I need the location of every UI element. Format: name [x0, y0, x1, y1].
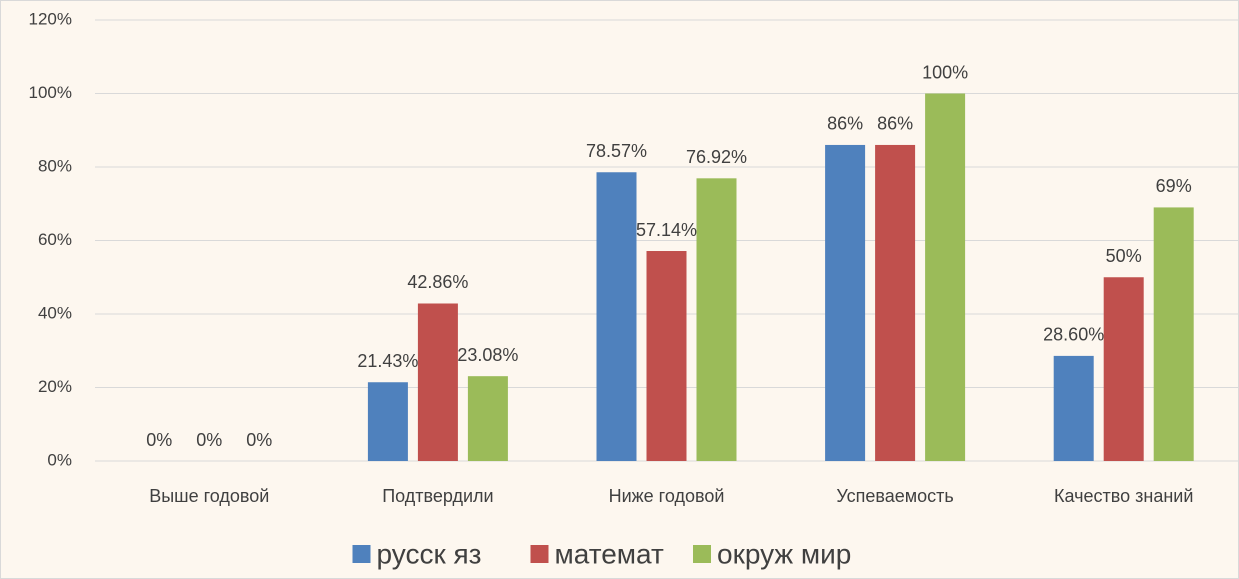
- x-tick-label: Выше годовой: [149, 486, 269, 506]
- data-label: 28.60%: [1043, 325, 1104, 345]
- data-label: 69%: [1156, 176, 1192, 196]
- legend-swatch: [693, 545, 711, 563]
- data-label: 42.86%: [407, 272, 468, 292]
- bar: [1103, 277, 1144, 461]
- data-label: 21.43%: [357, 351, 418, 371]
- y-tick-label: 0%: [47, 450, 72, 469]
- bar: [1053, 355, 1094, 461]
- data-label: 0%: [246, 430, 272, 450]
- bar: [875, 144, 916, 461]
- bar: [467, 376, 508, 461]
- x-tick-label: Успеваемость: [836, 486, 953, 506]
- bar: [925, 93, 966, 461]
- bar: [596, 172, 637, 461]
- y-tick-label: 120%: [29, 9, 72, 28]
- legend-label: окруж мир: [717, 538, 851, 569]
- data-label: 100%: [922, 62, 968, 82]
- data-label: 0%: [196, 430, 222, 450]
- x-tick-label: Качество знаний: [1054, 486, 1193, 506]
- data-label: 0%: [146, 430, 172, 450]
- data-label: 23.08%: [457, 345, 518, 365]
- legend-swatch: [530, 545, 549, 563]
- bar: [1153, 207, 1194, 461]
- bar: [417, 303, 458, 461]
- legend-label: русск яз: [377, 538, 482, 569]
- bar: [825, 144, 866, 461]
- data-label: 86%: [827, 114, 863, 134]
- data-label: 50%: [1106, 246, 1142, 266]
- bar: [646, 251, 687, 461]
- y-tick-label: 80%: [38, 156, 72, 175]
- data-label: 57.14%: [636, 220, 697, 240]
- data-label: 78.57%: [586, 141, 647, 161]
- data-label: 86%: [877, 114, 913, 134]
- y-tick-label: 20%: [38, 377, 72, 396]
- bar: [367, 382, 408, 461]
- y-tick-label: 60%: [38, 230, 72, 249]
- y-tick-label: 40%: [38, 303, 72, 322]
- x-tick-label: Ниже годовой: [609, 486, 725, 506]
- legend-label: математ: [555, 538, 664, 569]
- y-tick-label: 100%: [29, 83, 72, 102]
- bar: [696, 178, 737, 461]
- legend-swatch: [352, 545, 371, 563]
- data-label: 76.92%: [686, 147, 747, 167]
- x-tick-label: Подтвердили: [382, 486, 493, 506]
